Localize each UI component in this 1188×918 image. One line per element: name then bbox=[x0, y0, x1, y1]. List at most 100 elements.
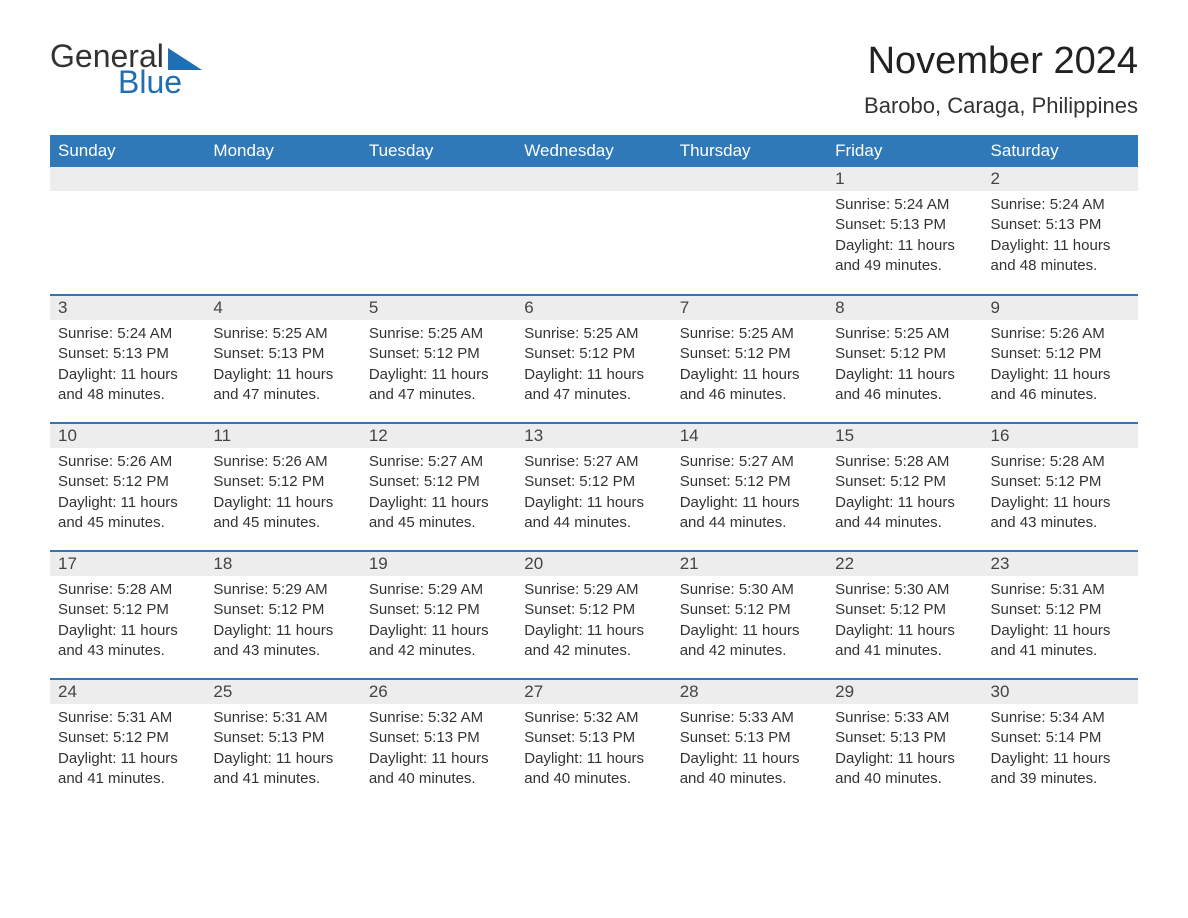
day-body: Sunrise: 5:26 AMSunset: 5:12 PMDaylight:… bbox=[50, 448, 205, 543]
day-body: Sunrise: 5:31 AMSunset: 5:13 PMDaylight:… bbox=[205, 704, 360, 799]
sunset-text: Sunset: 5:12 PM bbox=[835, 600, 974, 620]
day-cell: 9Sunrise: 5:26 AMSunset: 5:12 PMDaylight… bbox=[983, 295, 1138, 423]
sunrise-text: Sunrise: 5:27 AM bbox=[680, 452, 819, 472]
col-tuesday: Tuesday bbox=[361, 135, 516, 167]
sunset-text: Sunset: 5:12 PM bbox=[680, 600, 819, 620]
day-number: 30 bbox=[983, 680, 1138, 704]
daylight-text: Daylight: 11 hours and 45 minutes. bbox=[213, 493, 352, 534]
day-cell: 28Sunrise: 5:33 AMSunset: 5:13 PMDayligh… bbox=[672, 679, 827, 807]
col-monday: Monday bbox=[205, 135, 360, 167]
daylight-text: Daylight: 11 hours and 40 minutes. bbox=[369, 749, 508, 790]
day-body: Sunrise: 5:29 AMSunset: 5:12 PMDaylight:… bbox=[516, 576, 671, 671]
sunrise-text: Sunrise: 5:29 AM bbox=[213, 580, 352, 600]
day-number: 9 bbox=[983, 296, 1138, 320]
day-number: 12 bbox=[361, 424, 516, 448]
sunrise-text: Sunrise: 5:25 AM bbox=[680, 324, 819, 344]
day-body: Sunrise: 5:30 AMSunset: 5:12 PMDaylight:… bbox=[827, 576, 982, 671]
sunset-text: Sunset: 5:12 PM bbox=[369, 600, 508, 620]
sunrise-text: Sunrise: 5:29 AM bbox=[369, 580, 508, 600]
daylight-text: Daylight: 11 hours and 40 minutes. bbox=[524, 749, 663, 790]
day-number-empty bbox=[672, 167, 827, 191]
sunset-text: Sunset: 5:12 PM bbox=[991, 600, 1130, 620]
sunrise-text: Sunrise: 5:24 AM bbox=[991, 195, 1130, 215]
day-body: Sunrise: 5:30 AMSunset: 5:12 PMDaylight:… bbox=[672, 576, 827, 671]
sunset-text: Sunset: 5:12 PM bbox=[835, 344, 974, 364]
daylight-text: Daylight: 11 hours and 41 minutes. bbox=[835, 621, 974, 662]
col-thursday: Thursday bbox=[672, 135, 827, 167]
sunrise-text: Sunrise: 5:26 AM bbox=[58, 452, 197, 472]
day-body: Sunrise: 5:24 AMSunset: 5:13 PMDaylight:… bbox=[827, 191, 982, 286]
day-number: 14 bbox=[672, 424, 827, 448]
sunset-text: Sunset: 5:12 PM bbox=[680, 344, 819, 364]
sunrise-text: Sunrise: 5:30 AM bbox=[680, 580, 819, 600]
sunrise-text: Sunrise: 5:27 AM bbox=[369, 452, 508, 472]
daylight-text: Daylight: 11 hours and 43 minutes. bbox=[213, 621, 352, 662]
day-number: 27 bbox=[516, 680, 671, 704]
day-body: Sunrise: 5:26 AMSunset: 5:12 PMDaylight:… bbox=[205, 448, 360, 543]
day-number-empty bbox=[50, 167, 205, 191]
sunset-text: Sunset: 5:12 PM bbox=[58, 600, 197, 620]
day-cell: 14Sunrise: 5:27 AMSunset: 5:12 PMDayligh… bbox=[672, 423, 827, 551]
day-body: Sunrise: 5:25 AMSunset: 5:12 PMDaylight:… bbox=[827, 320, 982, 415]
day-cell: 20Sunrise: 5:29 AMSunset: 5:12 PMDayligh… bbox=[516, 551, 671, 679]
sunrise-text: Sunrise: 5:24 AM bbox=[58, 324, 197, 344]
daylight-text: Daylight: 11 hours and 39 minutes. bbox=[991, 749, 1130, 790]
day-cell: 6Sunrise: 5:25 AMSunset: 5:12 PMDaylight… bbox=[516, 295, 671, 423]
day-body: Sunrise: 5:27 AMSunset: 5:12 PMDaylight:… bbox=[672, 448, 827, 543]
day-body: Sunrise: 5:24 AMSunset: 5:13 PMDaylight:… bbox=[50, 320, 205, 415]
logo: General Blue bbox=[50, 40, 202, 98]
day-cell: 21Sunrise: 5:30 AMSunset: 5:12 PMDayligh… bbox=[672, 551, 827, 679]
day-number: 19 bbox=[361, 552, 516, 576]
logo-word2: Blue bbox=[118, 66, 202, 98]
day-cell: 23Sunrise: 5:31 AMSunset: 5:12 PMDayligh… bbox=[983, 551, 1138, 679]
col-sunday: Sunday bbox=[50, 135, 205, 167]
sunrise-text: Sunrise: 5:34 AM bbox=[991, 708, 1130, 728]
day-number-empty bbox=[516, 167, 671, 191]
day-number: 13 bbox=[516, 424, 671, 448]
day-body: Sunrise: 5:24 AMSunset: 5:13 PMDaylight:… bbox=[983, 191, 1138, 286]
day-cell: 11Sunrise: 5:26 AMSunset: 5:12 PMDayligh… bbox=[205, 423, 360, 551]
location: Barobo, Caraga, Philippines bbox=[864, 93, 1138, 119]
sunrise-text: Sunrise: 5:29 AM bbox=[524, 580, 663, 600]
day-cell bbox=[516, 167, 671, 295]
day-body: Sunrise: 5:27 AMSunset: 5:12 PMDaylight:… bbox=[361, 448, 516, 543]
day-number: 7 bbox=[672, 296, 827, 320]
day-number: 15 bbox=[827, 424, 982, 448]
daylight-text: Daylight: 11 hours and 47 minutes. bbox=[369, 365, 508, 406]
week-row: 17Sunrise: 5:28 AMSunset: 5:12 PMDayligh… bbox=[50, 551, 1138, 679]
day-body: Sunrise: 5:32 AMSunset: 5:13 PMDaylight:… bbox=[516, 704, 671, 799]
sunset-text: Sunset: 5:12 PM bbox=[680, 472, 819, 492]
sunrise-text: Sunrise: 5:31 AM bbox=[58, 708, 197, 728]
week-row: 10Sunrise: 5:26 AMSunset: 5:12 PMDayligh… bbox=[50, 423, 1138, 551]
daylight-text: Daylight: 11 hours and 45 minutes. bbox=[369, 493, 508, 534]
day-number: 5 bbox=[361, 296, 516, 320]
day-number: 3 bbox=[50, 296, 205, 320]
header: General Blue November 2024 Barobo, Carag… bbox=[50, 40, 1138, 129]
day-cell: 8Sunrise: 5:25 AMSunset: 5:12 PMDaylight… bbox=[827, 295, 982, 423]
day-cell bbox=[50, 167, 205, 295]
day-cell: 10Sunrise: 5:26 AMSunset: 5:12 PMDayligh… bbox=[50, 423, 205, 551]
day-number: 28 bbox=[672, 680, 827, 704]
day-cell: 4Sunrise: 5:25 AMSunset: 5:13 PMDaylight… bbox=[205, 295, 360, 423]
col-saturday: Saturday bbox=[983, 135, 1138, 167]
day-number: 21 bbox=[672, 552, 827, 576]
daylight-text: Daylight: 11 hours and 47 minutes. bbox=[524, 365, 663, 406]
sunrise-text: Sunrise: 5:28 AM bbox=[58, 580, 197, 600]
sunrise-text: Sunrise: 5:33 AM bbox=[835, 708, 974, 728]
day-cell: 24Sunrise: 5:31 AMSunset: 5:12 PMDayligh… bbox=[50, 679, 205, 807]
calendar-table: Sunday Monday Tuesday Wednesday Thursday… bbox=[50, 135, 1138, 807]
day-body: Sunrise: 5:32 AMSunset: 5:13 PMDaylight:… bbox=[361, 704, 516, 799]
sunset-text: Sunset: 5:12 PM bbox=[524, 600, 663, 620]
sunrise-text: Sunrise: 5:25 AM bbox=[524, 324, 663, 344]
day-number: 10 bbox=[50, 424, 205, 448]
daylight-text: Daylight: 11 hours and 46 minutes. bbox=[991, 365, 1130, 406]
day-body: Sunrise: 5:29 AMSunset: 5:12 PMDaylight:… bbox=[205, 576, 360, 671]
day-body: Sunrise: 5:31 AMSunset: 5:12 PMDaylight:… bbox=[50, 704, 205, 799]
daylight-text: Daylight: 11 hours and 44 minutes. bbox=[835, 493, 974, 534]
sunrise-text: Sunrise: 5:31 AM bbox=[991, 580, 1130, 600]
day-cell: 2Sunrise: 5:24 AMSunset: 5:13 PMDaylight… bbox=[983, 167, 1138, 295]
daylight-text: Daylight: 11 hours and 40 minutes. bbox=[680, 749, 819, 790]
sunset-text: Sunset: 5:12 PM bbox=[835, 472, 974, 492]
sunset-text: Sunset: 5:12 PM bbox=[991, 472, 1130, 492]
day-cell: 7Sunrise: 5:25 AMSunset: 5:12 PMDaylight… bbox=[672, 295, 827, 423]
